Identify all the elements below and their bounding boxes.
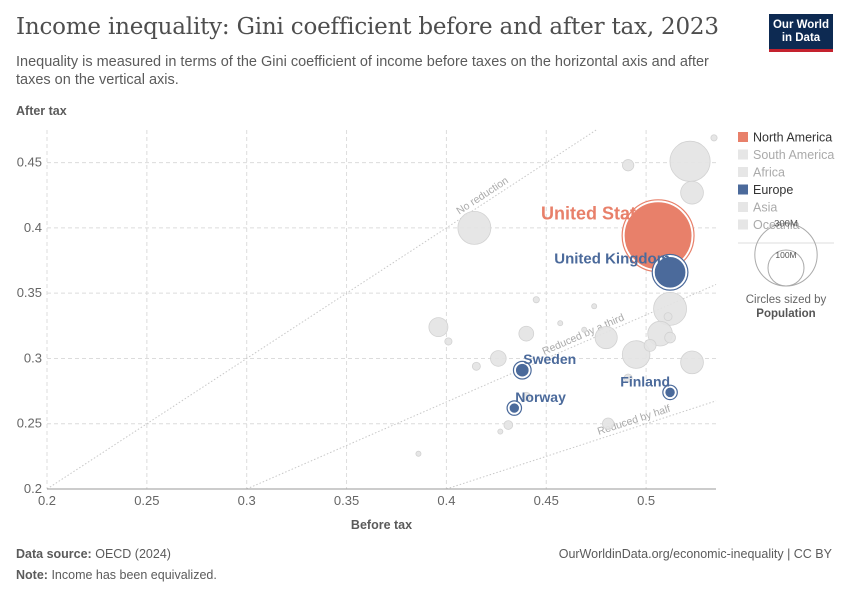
data-point[interactable] <box>557 320 564 327</box>
data-point[interactable] <box>591 303 598 310</box>
logo-line-2: in Data <box>781 32 821 44</box>
data-point[interactable] <box>444 337 453 346</box>
size-legend-subtitle: Population <box>756 308 815 320</box>
data-point[interactable] <box>621 340 651 369</box>
size-legend-circle-small <box>767 249 805 287</box>
data-point[interactable] <box>581 326 588 333</box>
data-point[interactable] <box>497 428 504 435</box>
data-point[interactable] <box>490 350 507 367</box>
data-point[interactable] <box>669 140 711 182</box>
x-tick-label: 0.4 <box>437 493 455 508</box>
y-tick-label: 0.3 <box>24 350 42 365</box>
x-tick-label: 0.2 <box>38 493 56 508</box>
reference-line <box>46 129 597 490</box>
size-legend-title: Circles sized by <box>746 294 827 306</box>
size-legend-small-label: 100M <box>775 250 796 260</box>
source-link[interactable]: OECD (2024) <box>95 547 171 561</box>
point-label: Norway <box>515 389 566 405</box>
data-point[interactable] <box>680 350 704 375</box>
data-point[interactable] <box>415 450 422 457</box>
note-text: Income has been equivalized. <box>51 568 217 582</box>
legend-swatch[interactable] <box>738 167 748 177</box>
legend-swatch[interactable] <box>738 184 748 195</box>
point-label: United States <box>541 204 656 224</box>
legend-swatch[interactable] <box>738 202 748 212</box>
attribution-link[interactable]: OurWorldinData.org/economic-inequality |… <box>558 547 832 561</box>
data-point[interactable] <box>521 391 531 401</box>
chart-title: Income inequality: Gini coefficient befo… <box>16 14 719 40</box>
y-tick-label: 0.2 <box>24 481 42 496</box>
data-point[interactable] <box>509 403 520 413</box>
data-point[interactable] <box>653 291 687 326</box>
legend-swatch[interactable] <box>738 149 748 160</box>
legend-swatch[interactable] <box>738 132 748 142</box>
data-point[interactable] <box>471 361 481 371</box>
size-legend-large-label: 300M <box>774 219 798 230</box>
y-tick-label: 0.45 <box>17 155 42 170</box>
data-point[interactable] <box>503 420 514 430</box>
legend-label[interactable]: South America <box>753 148 834 162</box>
note-label: Note: <box>16 568 48 582</box>
data-point[interactable] <box>532 296 540 304</box>
x-axis-title: Before tax <box>351 518 412 532</box>
data-point[interactable] <box>680 180 704 205</box>
data-point[interactable] <box>518 325 535 342</box>
legend-label[interactable]: Europe <box>753 183 793 197</box>
reference-line <box>446 400 717 490</box>
point-label: United Kingdom <box>554 250 670 267</box>
data-point[interactable] <box>654 256 686 288</box>
x-tick-label: 0.35 <box>334 493 359 508</box>
data-point[interactable] <box>665 387 675 398</box>
data-point[interactable] <box>457 211 492 245</box>
x-tick-label: 0.5 <box>637 493 655 508</box>
legend-label[interactable]: North America <box>753 131 832 145</box>
x-tick-label: 0.45 <box>534 493 559 508</box>
data-source: Data source: OECD (2024) <box>16 547 171 561</box>
data-point[interactable] <box>663 312 673 322</box>
data-point[interactable] <box>428 317 449 338</box>
x-tick-label: 0.25 <box>134 493 159 508</box>
data-point[interactable] <box>602 417 615 430</box>
legend-swatch[interactable] <box>738 219 748 230</box>
data-point[interactable] <box>622 159 635 172</box>
data-point[interactable] <box>643 339 657 352</box>
source-label: Data source: <box>16 547 92 561</box>
y-tick-label: 0.35 <box>17 285 42 300</box>
reference-line-label: No reduction <box>454 175 511 218</box>
point-label: Finland <box>620 373 670 389</box>
data-point[interactable] <box>515 363 529 377</box>
y-tick-label: 0.4 <box>24 220 42 235</box>
logo-line-1: Our World <box>772 19 829 31</box>
x-tick-label: 0.3 <box>238 493 256 508</box>
owid-logo[interactable]: Our World in Data <box>769 14 833 52</box>
data-point[interactable] <box>710 134 718 142</box>
point-label: Sweden <box>523 351 576 367</box>
data-point[interactable] <box>623 373 633 383</box>
chart-note: Note: Income has been equivalized. <box>16 568 217 582</box>
y-axis-title: After tax <box>16 104 67 118</box>
chart-subtitle: Inequality is measured in terms of the G… <box>16 54 709 88</box>
legend-label[interactable]: Asia <box>753 201 777 215</box>
y-tick-label: 0.25 <box>17 416 42 431</box>
data-point[interactable] <box>594 326 618 350</box>
data-point[interactable] <box>664 331 676 344</box>
reference-line <box>246 283 717 490</box>
legend-label[interactable]: Africa <box>753 166 785 180</box>
